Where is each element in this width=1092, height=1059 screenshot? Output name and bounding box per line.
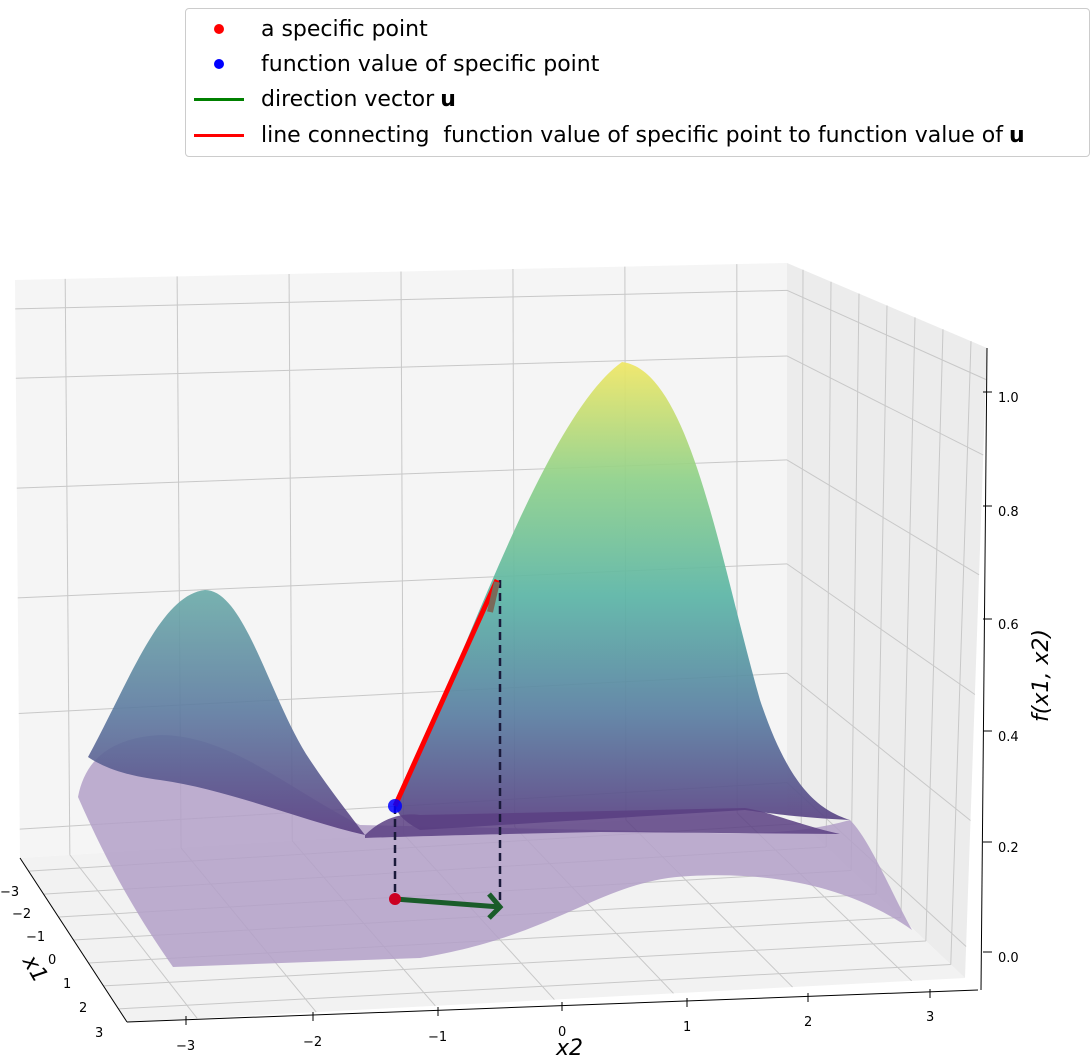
x2-gridline	[400, 271, 404, 835]
x1-tick-label: 0	[48, 953, 56, 968]
right-pane	[787, 263, 987, 978]
z-axis-label: f(x1, x2)	[1029, 629, 1054, 722]
green-line-marker-icon	[194, 97, 244, 101]
x2-tick-label: 2	[804, 1015, 812, 1030]
x2-axis-line	[126, 989, 979, 1023]
z-tick-label: 0.0	[998, 951, 1019, 966]
legend-entry-connecting-line: line connecting function value of specif…	[186, 120, 1025, 150]
x1-gridline	[925, 329, 944, 942]
surface-right-peak	[395, 362, 850, 830]
x1-gridline	[118, 964, 951, 1010]
z-tick-labels: 0.0 0.2 0.4 0.6 0.8 1.0	[998, 391, 1019, 966]
function-value-point	[388, 799, 402, 813]
legend-label: function value of specific point	[261, 51, 600, 77]
x1-tick-label: 3	[95, 1026, 103, 1041]
legend-label-bold: u	[440, 86, 456, 112]
red-dot-marker-icon	[214, 24, 224, 34]
x1-tick-label: −1	[26, 930, 45, 945]
direction-arrow-head-icon	[487, 892, 504, 920]
z-tick-label: 0.4	[998, 730, 1019, 745]
x2-tick-label: −2	[303, 1035, 322, 1050]
surface-valley-band	[365, 808, 840, 838]
z-tick-label: 0.6	[998, 618, 1019, 633]
red-line-marker-icon	[194, 133, 244, 137]
legend-label: direction vector	[261, 86, 435, 112]
tick-marks	[185, 391, 992, 1025]
surface-left-peak	[88, 590, 365, 835]
x1-gridline	[800, 269, 804, 824]
x2-tick-label: −1	[428, 1030, 447, 1045]
legend-label-bold: u	[1009, 122, 1025, 148]
x1-axis-label: x1	[17, 950, 53, 987]
x2-gridline	[64, 278, 71, 855]
legend-entry-direction-vector: direction vector u	[186, 84, 456, 114]
x1-tick-label: 2	[79, 1001, 87, 1016]
x1-gridline	[950, 341, 972, 965]
x1-gridline	[850, 293, 860, 871]
z-tick-label: 0.2	[998, 841, 1019, 856]
legend-entry-specific-point: a specific point	[186, 14, 428, 44]
x1-gridline	[900, 317, 916, 918]
blue-dot-marker-icon	[214, 59, 224, 69]
x1-axis-line	[19, 857, 128, 1023]
z-tick-label: 0.8	[998, 505, 1019, 520]
legend: a specific point function value of speci…	[185, 8, 1090, 157]
z-tick-label: 1.0	[998, 391, 1019, 406]
z-axis-line	[980, 347, 988, 991]
x2-tick-label: −3	[176, 1039, 195, 1054]
x1-gridline	[103, 940, 926, 987]
x2-axis-label: x2	[555, 1036, 583, 1059]
x1-gridline	[875, 305, 888, 895]
x1-tick-label: −3	[0, 885, 19, 900]
direction-vector-u	[394, 896, 501, 910]
x2-tick-label: 1	[683, 1020, 691, 1035]
x1-tick-labels: −3 −2 −1 0 1 2 3	[0, 885, 103, 1041]
x1-tick-label: −2	[12, 907, 31, 922]
x2-tick-labels: −3 −2 −1 0 1 2 3	[176, 1010, 934, 1054]
connector-arrow-head	[487, 581, 500, 613]
x2-tick-label: 3	[926, 1010, 934, 1025]
legend-label: line connecting function value of specif…	[261, 122, 1003, 148]
legend-entry-function-value: function value of specific point	[186, 49, 599, 79]
x1-gridline	[825, 281, 832, 847]
x2-tick-label: 0	[558, 1025, 566, 1040]
specific-point	[389, 893, 401, 905]
legend-label: a specific point	[261, 16, 428, 42]
connector-line	[392, 578, 500, 808]
x1-tick-label: 1	[63, 977, 71, 992]
